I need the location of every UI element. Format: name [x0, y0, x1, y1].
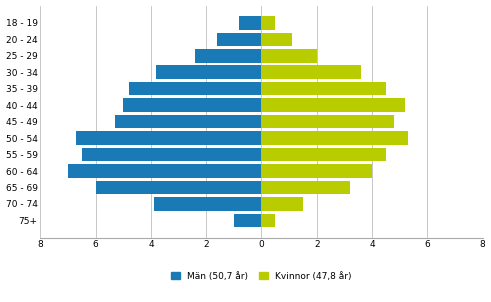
Bar [261, 49, 317, 63]
Bar [82, 148, 261, 161]
Legend: Män (50,7 år), Kvinnor (47,8 år): Män (50,7 år), Kvinnor (47,8 år) [167, 268, 355, 284]
Bar [261, 131, 408, 145]
Bar [195, 49, 261, 63]
Bar [234, 214, 261, 227]
Bar [115, 115, 261, 128]
Bar [239, 16, 261, 30]
Bar [261, 16, 275, 30]
Bar [129, 82, 261, 95]
Bar [123, 98, 261, 112]
Bar [261, 66, 361, 79]
Bar [261, 82, 386, 95]
Bar [261, 214, 275, 227]
Bar [217, 33, 261, 46]
Bar [261, 115, 394, 128]
Bar [261, 98, 405, 112]
Bar [76, 131, 261, 145]
Bar [96, 181, 261, 194]
Bar [261, 148, 386, 161]
Bar [261, 197, 303, 211]
Bar [68, 164, 261, 178]
Bar [261, 33, 292, 46]
Bar [154, 197, 261, 211]
Bar [261, 181, 350, 194]
Bar [261, 164, 372, 178]
Bar [157, 66, 261, 79]
